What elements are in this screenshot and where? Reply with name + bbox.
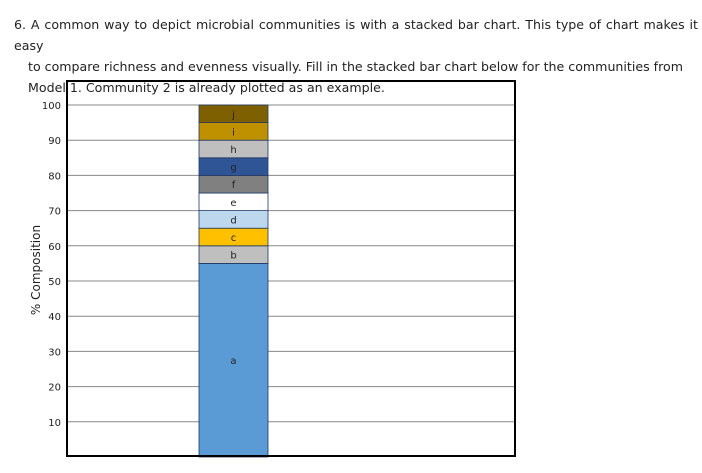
y-tick-label: 10 — [48, 418, 61, 429]
question-text: 6. A common way to depict microbial comm… — [14, 14, 698, 98]
y-tick-label: 90 — [48, 136, 61, 147]
bar-segment-j — [198, 104, 269, 124]
segment-label-h: h — [230, 145, 236, 156]
segment-label-c: c — [231, 233, 237, 244]
y-tick-label: 60 — [48, 242, 61, 253]
y-tick-label: 80 — [48, 171, 61, 182]
segment-label-b: b — [230, 251, 236, 262]
segment-label-f: f — [232, 180, 236, 191]
plot-frame — [66, 80, 516, 457]
segment-label-d: d — [230, 215, 236, 226]
segment-label-a: a — [230, 356, 236, 367]
y-tick-labels: 10 20 30 40 50 60 70 80 90 100 — [42, 101, 61, 429]
y-tick-label: 70 — [48, 207, 61, 218]
question-number: 6. — [14, 17, 27, 32]
segment-label-i: i — [232, 127, 235, 138]
bar-segment-a — [198, 262, 269, 458]
y-tick-label: 50 — [48, 277, 61, 288]
question-line-2: to compare richness and evenness visuall… — [28, 59, 683, 74]
y-axis-label: % Composition — [29, 225, 43, 315]
gridlines — [67, 104, 515, 423]
y-tick-label: 30 — [48, 347, 61, 358]
question-line-3: Model 1. Community 2 is already plotted … — [28, 80, 385, 95]
y-tick-label: 20 — [48, 383, 61, 394]
y-tick-label: 40 — [48, 312, 61, 323]
segment-label-e: e — [230, 198, 236, 209]
segment-label-g: g — [230, 163, 236, 174]
y-tick-label: 100 — [42, 101, 61, 112]
segment-label-j: j — [231, 110, 235, 121]
question-line-1: A common way to depict microbial communi… — [14, 17, 698, 53]
